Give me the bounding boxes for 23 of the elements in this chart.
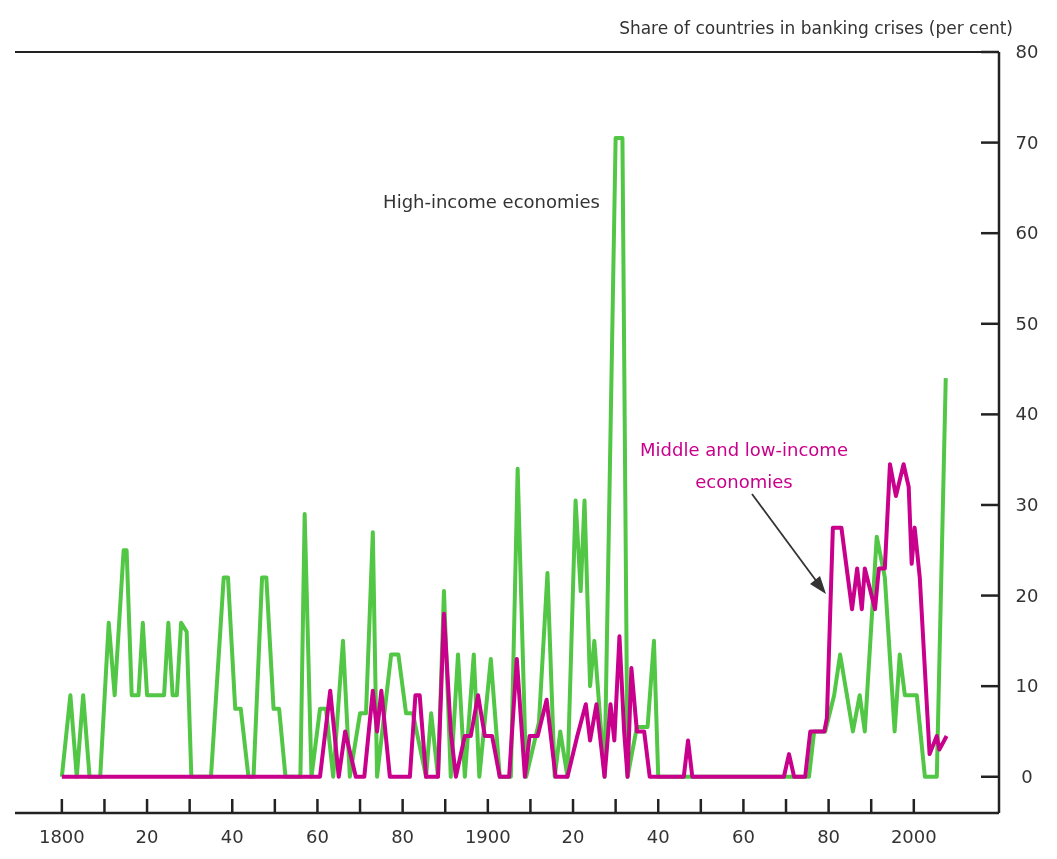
y-tick-label: 10: [1015, 675, 1039, 697]
x-tick-label: 60: [731, 826, 755, 847]
y-tick-label: 40: [1015, 403, 1039, 425]
x-tick-label: 60: [305, 826, 329, 847]
y-tick-label: 70: [1015, 131, 1039, 153]
y-tick-label: 20: [1015, 584, 1039, 606]
x-tick-label: 20: [135, 826, 159, 847]
x-tick-label: 20: [561, 826, 585, 847]
x-tick-label: 40: [220, 826, 244, 847]
x-tick-label: 1800: [38, 826, 85, 847]
series-label: High-income economies: [382, 190, 600, 214]
y-axis-title: Share of countries in banking crises (per cent): [619, 18, 1013, 38]
y-tick-label: 30: [1015, 493, 1039, 515]
y-tick-label: 0: [1021, 765, 1033, 787]
y-tick-label: 80: [1015, 41, 1039, 62]
x-tick-label: 80: [817, 826, 841, 847]
x-tick-label: 2000: [890, 826, 937, 847]
y-tick-label: 50: [1015, 312, 1039, 334]
x-tick-label: 40: [646, 826, 670, 847]
text: Middle and low-income economies: [639, 438, 849, 494]
y-tick-label: 60: [1015, 222, 1039, 244]
x-tick-label: 80: [391, 826, 415, 847]
x-tick-label: 1900: [464, 826, 511, 847]
